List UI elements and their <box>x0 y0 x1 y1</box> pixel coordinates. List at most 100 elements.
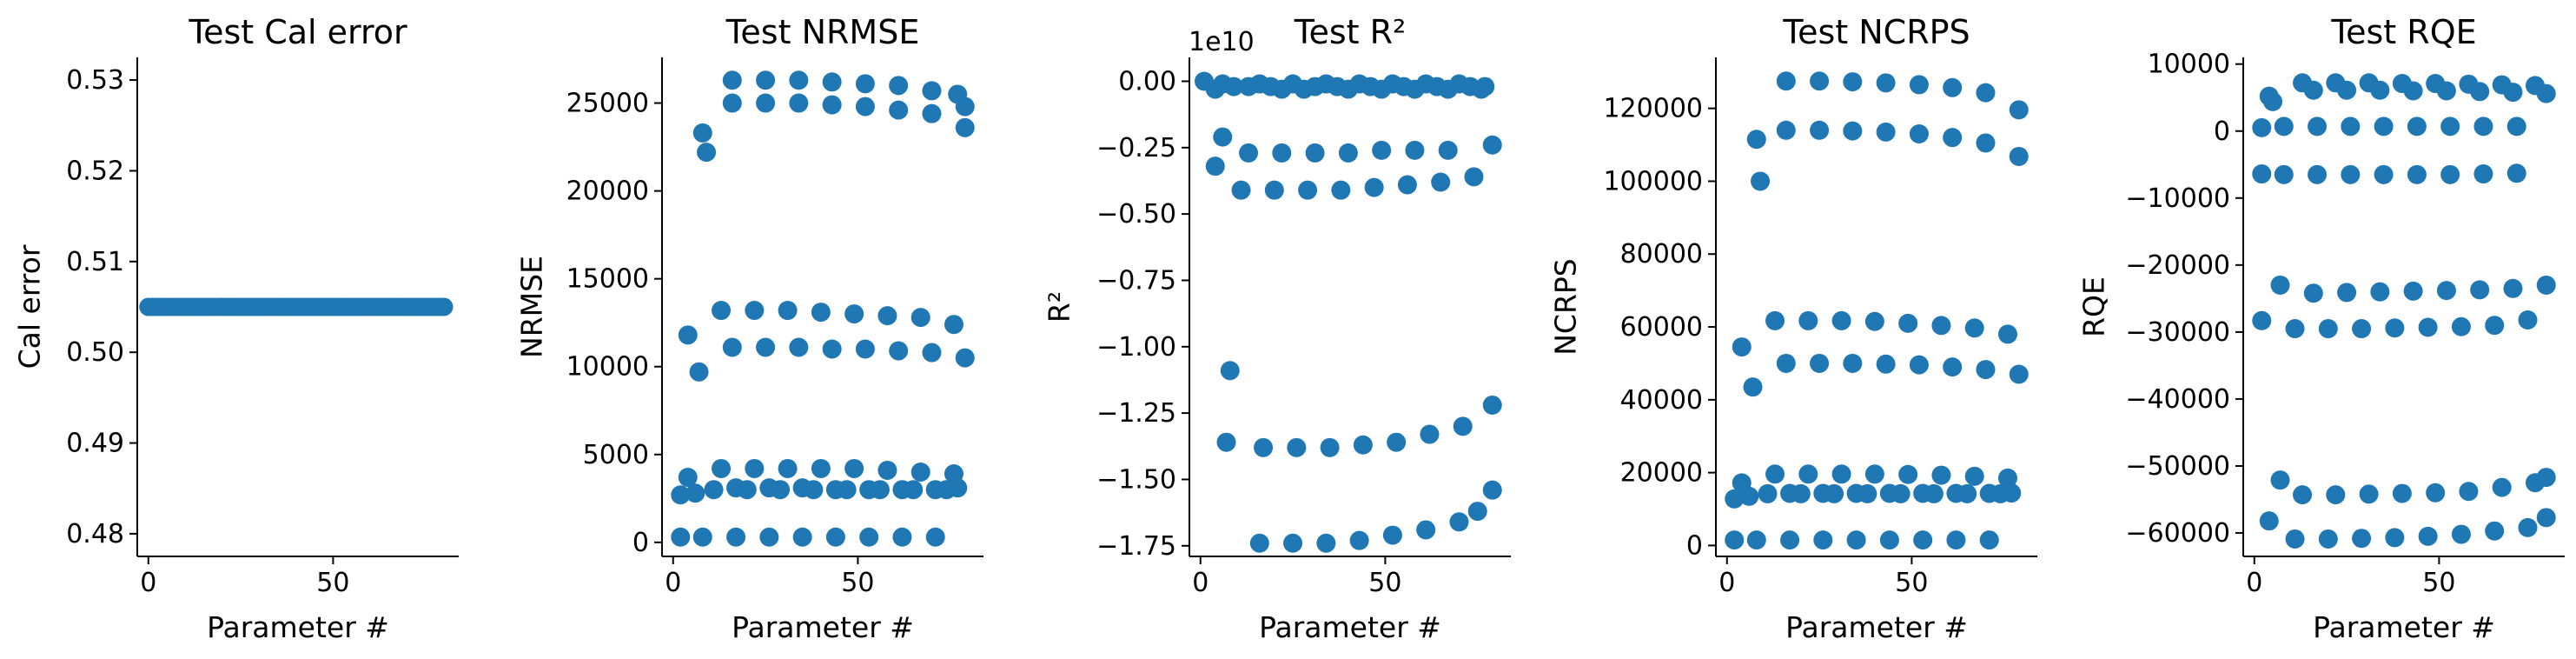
x-axis-label: Parameter # <box>1259 610 1441 644</box>
data-point <box>678 468 698 488</box>
data-point <box>1891 483 1910 503</box>
data-point <box>1482 395 1502 415</box>
data-point <box>2503 278 2523 298</box>
x-tick-label: 0 <box>2246 568 2262 598</box>
data-point <box>2536 508 2556 528</box>
data-point <box>811 458 831 478</box>
chart-panel-1: 0 50 0.48 0.49 0.50 0.51 0.52 0.53 Test Cal erro… <box>13 13 459 644</box>
data-point <box>1732 337 1752 357</box>
data-point <box>955 97 975 116</box>
data-point <box>789 93 809 113</box>
data-point <box>1382 525 1402 545</box>
chart-panel-3: 0 50 0.00 −0.25 −0.50 −0.75 −1.00 −1.25 −1.50 −1.… <box>1043 13 1511 644</box>
data-point <box>2459 482 2479 502</box>
y-tick-label: −1.50 <box>1096 464 1176 495</box>
data-point <box>2473 116 2493 136</box>
data-point <box>922 81 942 101</box>
data-point <box>1416 520 1436 540</box>
data-point <box>2341 164 2361 184</box>
data-point <box>1765 464 1785 484</box>
data-point <box>2403 281 2423 301</box>
data-point <box>2263 91 2283 111</box>
data-point <box>904 480 924 500</box>
data-point <box>692 123 712 143</box>
data-point <box>922 343 942 363</box>
data-point <box>2392 483 2412 503</box>
y-axis-label: NRMSE <box>515 256 549 358</box>
data-point <box>1876 73 1896 93</box>
chart-title: Test Cal error <box>188 13 407 51</box>
data-point <box>1798 464 1818 484</box>
data-point <box>2352 319 2372 339</box>
data-point <box>2436 281 2456 301</box>
y-tick-label: 0 <box>632 528 649 558</box>
data-point <box>2451 316 2471 336</box>
y-tick-label: 40000 <box>1620 385 1703 416</box>
data-point <box>1254 437 1274 457</box>
y-tick-label: 15000 <box>566 264 649 295</box>
data-point <box>1976 360 1996 380</box>
data-point <box>1220 361 1240 381</box>
data-point <box>2374 116 2394 136</box>
data-point <box>1420 424 1440 444</box>
data-point <box>2385 318 2405 338</box>
data-point <box>756 337 776 357</box>
y-tick-label: 0.48 <box>66 519 124 549</box>
y-tick-label: −0.50 <box>1096 199 1176 230</box>
y-tick-label: −50000 <box>2125 451 2230 482</box>
data-point <box>1438 140 1458 160</box>
data-point <box>1810 353 1830 373</box>
data-point <box>877 306 897 326</box>
data-point <box>756 93 776 113</box>
data-point <box>1349 530 1369 550</box>
y-tick-label: 0.52 <box>66 156 124 186</box>
data-point <box>1224 77 1244 97</box>
data-point <box>771 480 791 500</box>
data-point <box>1913 530 1933 550</box>
data-point <box>822 72 842 92</box>
y-tick-label: 25000 <box>566 89 649 119</box>
data-point <box>1475 77 1495 97</box>
y-tick-label: −40000 <box>2125 384 2230 415</box>
data-point <box>2485 316 2505 336</box>
data-point <box>434 297 454 316</box>
data-point <box>1979 530 1999 550</box>
y-tick-label: −0.75 <box>1096 265 1176 296</box>
data-point <box>855 97 875 116</box>
data-point <box>1405 140 1425 160</box>
data-point <box>1338 143 1358 163</box>
data-point <box>1364 177 1384 197</box>
data-point <box>1305 143 1325 163</box>
data-point <box>722 337 742 357</box>
data-point <box>1732 473 1752 493</box>
y-tick-label: −1.25 <box>1096 398 1176 429</box>
y-tick-label: −0.25 <box>1096 133 1176 163</box>
x-tick-label: 0 <box>1192 568 1209 598</box>
data-point <box>1876 354 1896 374</box>
data-point <box>1213 127 1233 147</box>
data-point <box>1751 171 1771 191</box>
data-point <box>911 462 930 482</box>
y-tick-label: 5000 <box>583 440 649 470</box>
data-point <box>2518 517 2538 537</box>
data-point <box>1298 180 1318 200</box>
data-point <box>2370 282 2390 302</box>
x-tick-label: 50 <box>1368 568 1401 598</box>
data-point <box>1858 483 1877 503</box>
x-tick-label: 50 <box>841 568 874 598</box>
x-tick-label: 50 <box>1895 568 1928 598</box>
data-point <box>1449 512 1469 532</box>
data-point <box>722 93 742 113</box>
y-tick-label: −10000 <box>2125 183 2230 214</box>
data-point <box>1964 466 1984 486</box>
data-point <box>825 527 845 547</box>
y-tick-label: 60000 <box>1620 312 1703 343</box>
data-point <box>870 480 890 500</box>
data-point <box>2506 163 2526 183</box>
data-point <box>1776 120 1796 140</box>
data-point <box>1372 140 1392 160</box>
data-point <box>1791 483 1811 503</box>
y-tick-label: 100000 <box>1603 166 1703 196</box>
data-point <box>2503 83 2523 103</box>
data-point <box>778 458 798 478</box>
